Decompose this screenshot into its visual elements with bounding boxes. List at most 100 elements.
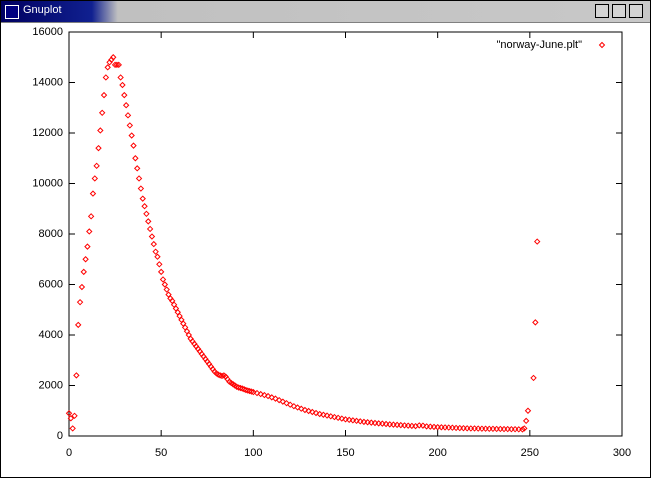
data-point (126, 122, 134, 129)
data-point (73, 372, 80, 379)
data-point (110, 54, 117, 61)
x-tick-label: 100 (244, 447, 262, 459)
data-point (533, 238, 541, 245)
data-point (124, 112, 132, 119)
data-point (143, 210, 150, 218)
data-point (250, 388, 257, 396)
data-point (246, 387, 253, 395)
y-tick-label: 12000 (32, 127, 63, 139)
y-tick-label: 6000 (39, 278, 63, 290)
maximize-button[interactable] (612, 4, 626, 18)
data-point (84, 243, 91, 250)
data-point (148, 233, 156, 240)
data-point (275, 396, 283, 404)
data-point (157, 268, 165, 276)
data-point (71, 412, 78, 420)
data-point (117, 74, 124, 81)
y-tick-label: 16000 (32, 26, 63, 38)
data-point (146, 225, 154, 233)
data-point (345, 416, 353, 424)
data-point (132, 155, 139, 162)
minimize-button[interactable] (595, 4, 609, 18)
data-point (323, 412, 331, 419)
close-button[interactable] (629, 4, 643, 18)
data-point (91, 175, 99, 182)
data-point (264, 392, 272, 400)
data-point (279, 398, 287, 405)
x-tick-label: 300 (613, 447, 631, 459)
data-point (150, 240, 158, 248)
data-point (239, 385, 246, 392)
data-point (163, 286, 170, 293)
data-point (368, 419, 375, 426)
data-point (519, 426, 526, 433)
data-point (145, 218, 152, 225)
data-point (521, 425, 528, 432)
data-point (152, 248, 159, 255)
data-point (294, 404, 301, 411)
data-point (141, 203, 148, 210)
data-point (154, 253, 161, 260)
data-point (87, 213, 95, 220)
data-point (327, 413, 334, 420)
data-point (102, 74, 110, 81)
data-point (121, 91, 128, 99)
data-point (100, 91, 108, 99)
data-point (97, 127, 104, 134)
data-point (82, 256, 89, 263)
legend-label: "norway-June.plt" (497, 39, 583, 51)
data-point (128, 132, 135, 139)
data-point (233, 383, 240, 390)
x-tick-label: 0 (66, 447, 72, 459)
data-point (242, 386, 250, 394)
data-point (353, 417, 360, 425)
data-point (240, 386, 248, 393)
data-point (161, 281, 169, 288)
window-title: Gnuplot (23, 4, 62, 16)
data-point (522, 417, 530, 425)
y-tick-label: 8000 (39, 228, 63, 240)
chart: 0 2000 4000 6000 8000 10000 12000 14000 16000 0 50… (32, 26, 631, 459)
data-point (237, 384, 244, 392)
x-tick-label: 150 (336, 447, 354, 459)
y-tick-label: 2000 (39, 379, 63, 391)
data-point (357, 418, 364, 425)
data-point (298, 405, 305, 412)
data-point (76, 298, 84, 306)
y-tick-label: 0 (57, 430, 63, 442)
data-point (244, 387, 252, 394)
data-point (80, 268, 87, 276)
data-point (93, 162, 100, 170)
data-point (268, 394, 275, 401)
data-point (104, 64, 111, 71)
data-point (135, 175, 143, 182)
data-point (113, 61, 121, 69)
data-point (316, 410, 323, 418)
data-point (349, 417, 357, 424)
data-point (159, 276, 167, 283)
y-tick-label: 10000 (32, 177, 63, 189)
data-point (95, 144, 102, 152)
y-tick-label: 14000 (32, 76, 63, 88)
data-point (115, 61, 122, 69)
data-point (283, 399, 290, 407)
data-point (338, 415, 346, 422)
data-point (67, 415, 75, 422)
data-point (331, 413, 338, 421)
data-point (532, 319, 539, 326)
x-tick-label: 200 (428, 447, 446, 459)
data-point (364, 419, 371, 426)
data-point (122, 102, 130, 109)
window-icon[interactable] (5, 5, 19, 19)
data-point (272, 395, 279, 402)
data-point (305, 407, 312, 415)
data-point (257, 390, 264, 398)
data-point (371, 419, 379, 427)
data-point (98, 109, 106, 117)
data-point (215, 371, 222, 378)
data-point (65, 410, 73, 417)
data-point (286, 401, 294, 408)
data-point (119, 81, 126, 89)
data-point (69, 425, 76, 432)
